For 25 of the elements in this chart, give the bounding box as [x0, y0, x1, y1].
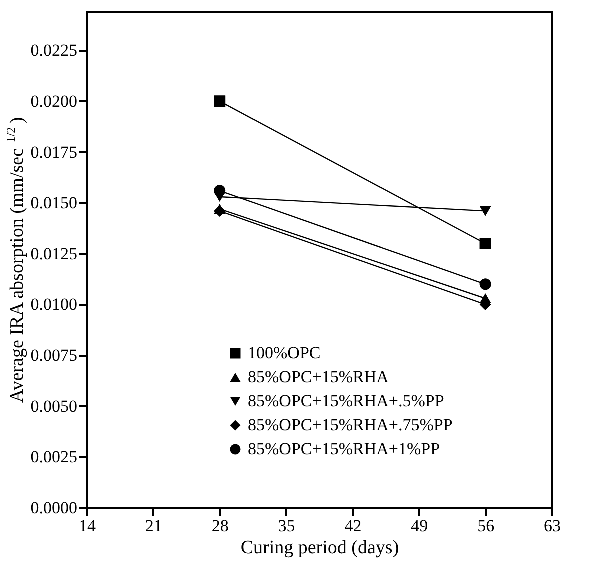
- y-tick-label: 0.0025: [30, 448, 78, 467]
- y-tick-label: 0.0225: [30, 41, 78, 60]
- x-tick-label: 49: [411, 516, 428, 536]
- x-tick-label: 56: [478, 516, 495, 536]
- y-tick-label: 0.0075: [30, 346, 78, 366]
- x-tick-label: 63: [544, 516, 561, 536]
- y-tick-label: 0.0200: [30, 92, 78, 111]
- legend-label: 85%OPC+15%RHA+.75%PP: [248, 416, 453, 434]
- legend-label: 85%OPC+15%RHA: [248, 368, 390, 386]
- legend-label: 100%OPC: [248, 344, 321, 362]
- y-tick-label: 0.0100: [30, 295, 78, 314]
- y-tick-label: 0.0000: [30, 498, 78, 518]
- legend-label: 85%OPC+15%RHA+1%PP: [248, 440, 440, 458]
- y-tick-label: 0.0050: [30, 396, 78, 416]
- x-axis-title: Curing period (days): [240, 538, 400, 558]
- legend-label: 85%OPC+15%RHA+.5%PP: [248, 392, 444, 410]
- y-tick-label: 0.0175: [30, 142, 78, 162]
- x-tick-label: 42: [344, 516, 362, 536]
- x-tick-label: 35: [278, 516, 296, 536]
- x-tick-label: 21: [145, 516, 162, 536]
- x-tick-label: 28: [212, 516, 229, 536]
- x-tick-label: 14: [79, 516, 96, 536]
- y-tick-label: 0.0150: [30, 194, 78, 213]
- y-tick-label: 0.0125: [30, 244, 78, 264]
- y-axis-title: Average IRA absorption (mm/sec1/2): [4, 117, 28, 403]
